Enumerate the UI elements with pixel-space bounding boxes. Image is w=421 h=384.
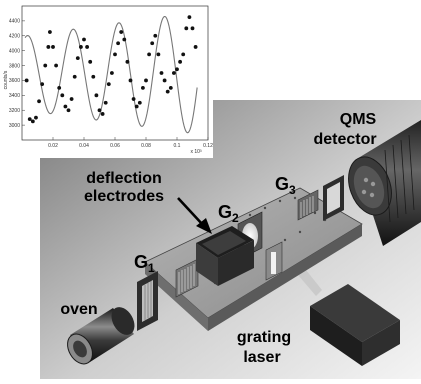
data-point (97, 108, 102, 113)
data-point (40, 82, 45, 87)
data-point (30, 119, 35, 124)
g1-label: G1 (134, 252, 155, 275)
y-axis-label: counts/s (3, 70, 9, 89)
data-point (88, 59, 93, 64)
data-point (85, 45, 89, 49)
data-point (79, 45, 83, 49)
data-point (91, 74, 96, 79)
deflection-electrodes-device (196, 226, 254, 286)
y-tick-label: 4200 (9, 34, 20, 40)
data-point (125, 59, 130, 64)
grating-label-line1: grating (237, 329, 291, 346)
rear-grating-frame (323, 175, 344, 221)
data-point (94, 93, 99, 98)
y-axis-ticks: 3000 3200 3400 3600 3800 4000 4200 4400 (9, 19, 25, 129)
data-point (48, 30, 52, 34)
g2-label: G2 (218, 202, 239, 225)
data-point (43, 63, 48, 68)
grating-g3 (297, 189, 319, 221)
data-point (184, 26, 189, 31)
data-point (60, 93, 65, 98)
qms-detector-device (348, 120, 421, 246)
data-point (190, 26, 195, 31)
grating-laser-device (310, 284, 400, 366)
data-point (119, 30, 124, 34)
oven-label: oven (60, 301, 97, 318)
y-tick-label: 4400 (9, 19, 20, 25)
x-tick-label: 0.1 (174, 143, 181, 149)
data-point (187, 15, 192, 20)
oven-device (67, 307, 135, 365)
data-point (137, 100, 142, 105)
front-grating-frame (137, 271, 158, 331)
data-point (131, 97, 136, 101)
data-points (24, 15, 198, 124)
data-point (24, 78, 29, 83)
deflection-label-line1: deflection (86, 170, 162, 187)
data-point (37, 99, 41, 104)
qms-label-line1: QMS (340, 111, 377, 128)
central-slit-unit (265, 241, 283, 281)
data-point (51, 45, 55, 49)
x-multiplier-label: x 10³ (190, 149, 201, 155)
data-point (57, 85, 62, 90)
data-point (75, 56, 80, 61)
data-point (159, 71, 164, 75)
deflection-label-line2: electrodes (84, 188, 164, 205)
data-point (181, 52, 186, 57)
data-point (54, 63, 58, 68)
qms-label-line2: detector (313, 131, 376, 148)
data-point (27, 117, 32, 122)
y-tick-label: 3000 (9, 123, 20, 129)
y-tick-label: 4000 (9, 48, 20, 54)
deflection-arrow (177, 197, 212, 234)
data-point (147, 52, 152, 57)
data-point (150, 41, 155, 46)
fit-curve (24, 15, 198, 134)
data-point (162, 78, 167, 83)
data-point (175, 67, 179, 72)
x-tick-label: 0.12 (203, 143, 213, 149)
data-point (128, 78, 133, 83)
data-point (172, 71, 176, 75)
data-point (153, 33, 158, 38)
data-point (110, 71, 114, 75)
data-point (46, 45, 51, 49)
data-point (72, 74, 77, 79)
data-point (82, 37, 86, 42)
y-tick-label: 3600 (9, 78, 20, 84)
grating-label-line2: laser (243, 349, 280, 366)
data-point (113, 52, 117, 57)
x-tick-label: 0.08 (141, 143, 151, 149)
x-tick-label: 0.06 (110, 143, 120, 149)
data-point (34, 115, 38, 120)
data-point (69, 97, 74, 101)
data-point (134, 104, 139, 109)
data-point (168, 85, 173, 90)
data-point (144, 78, 148, 83)
data-point (122, 37, 127, 42)
data-point (103, 100, 108, 105)
x-tick-label: 0.04 (79, 143, 89, 149)
y-tick-label: 3200 (9, 108, 20, 114)
grating-g1 (175, 258, 199, 298)
data-point (66, 108, 71, 113)
g3-label: G3 (275, 174, 296, 197)
data-point (156, 52, 161, 57)
data-point (193, 45, 198, 49)
x-tick-label: 0.02 (48, 143, 58, 149)
data-point (116, 41, 120, 46)
data-point (100, 112, 105, 116)
data-point (63, 104, 68, 109)
data-point (141, 85, 145, 90)
data-point (178, 59, 183, 64)
data-point (106, 82, 111, 87)
x-axis-ticks: 0.02 0.04 0.06 0.08 0.1 0.12 (48, 137, 213, 149)
data-point (165, 89, 170, 94)
y-tick-label: 3800 (9, 63, 20, 69)
y-tick-label: 3400 (9, 93, 20, 99)
